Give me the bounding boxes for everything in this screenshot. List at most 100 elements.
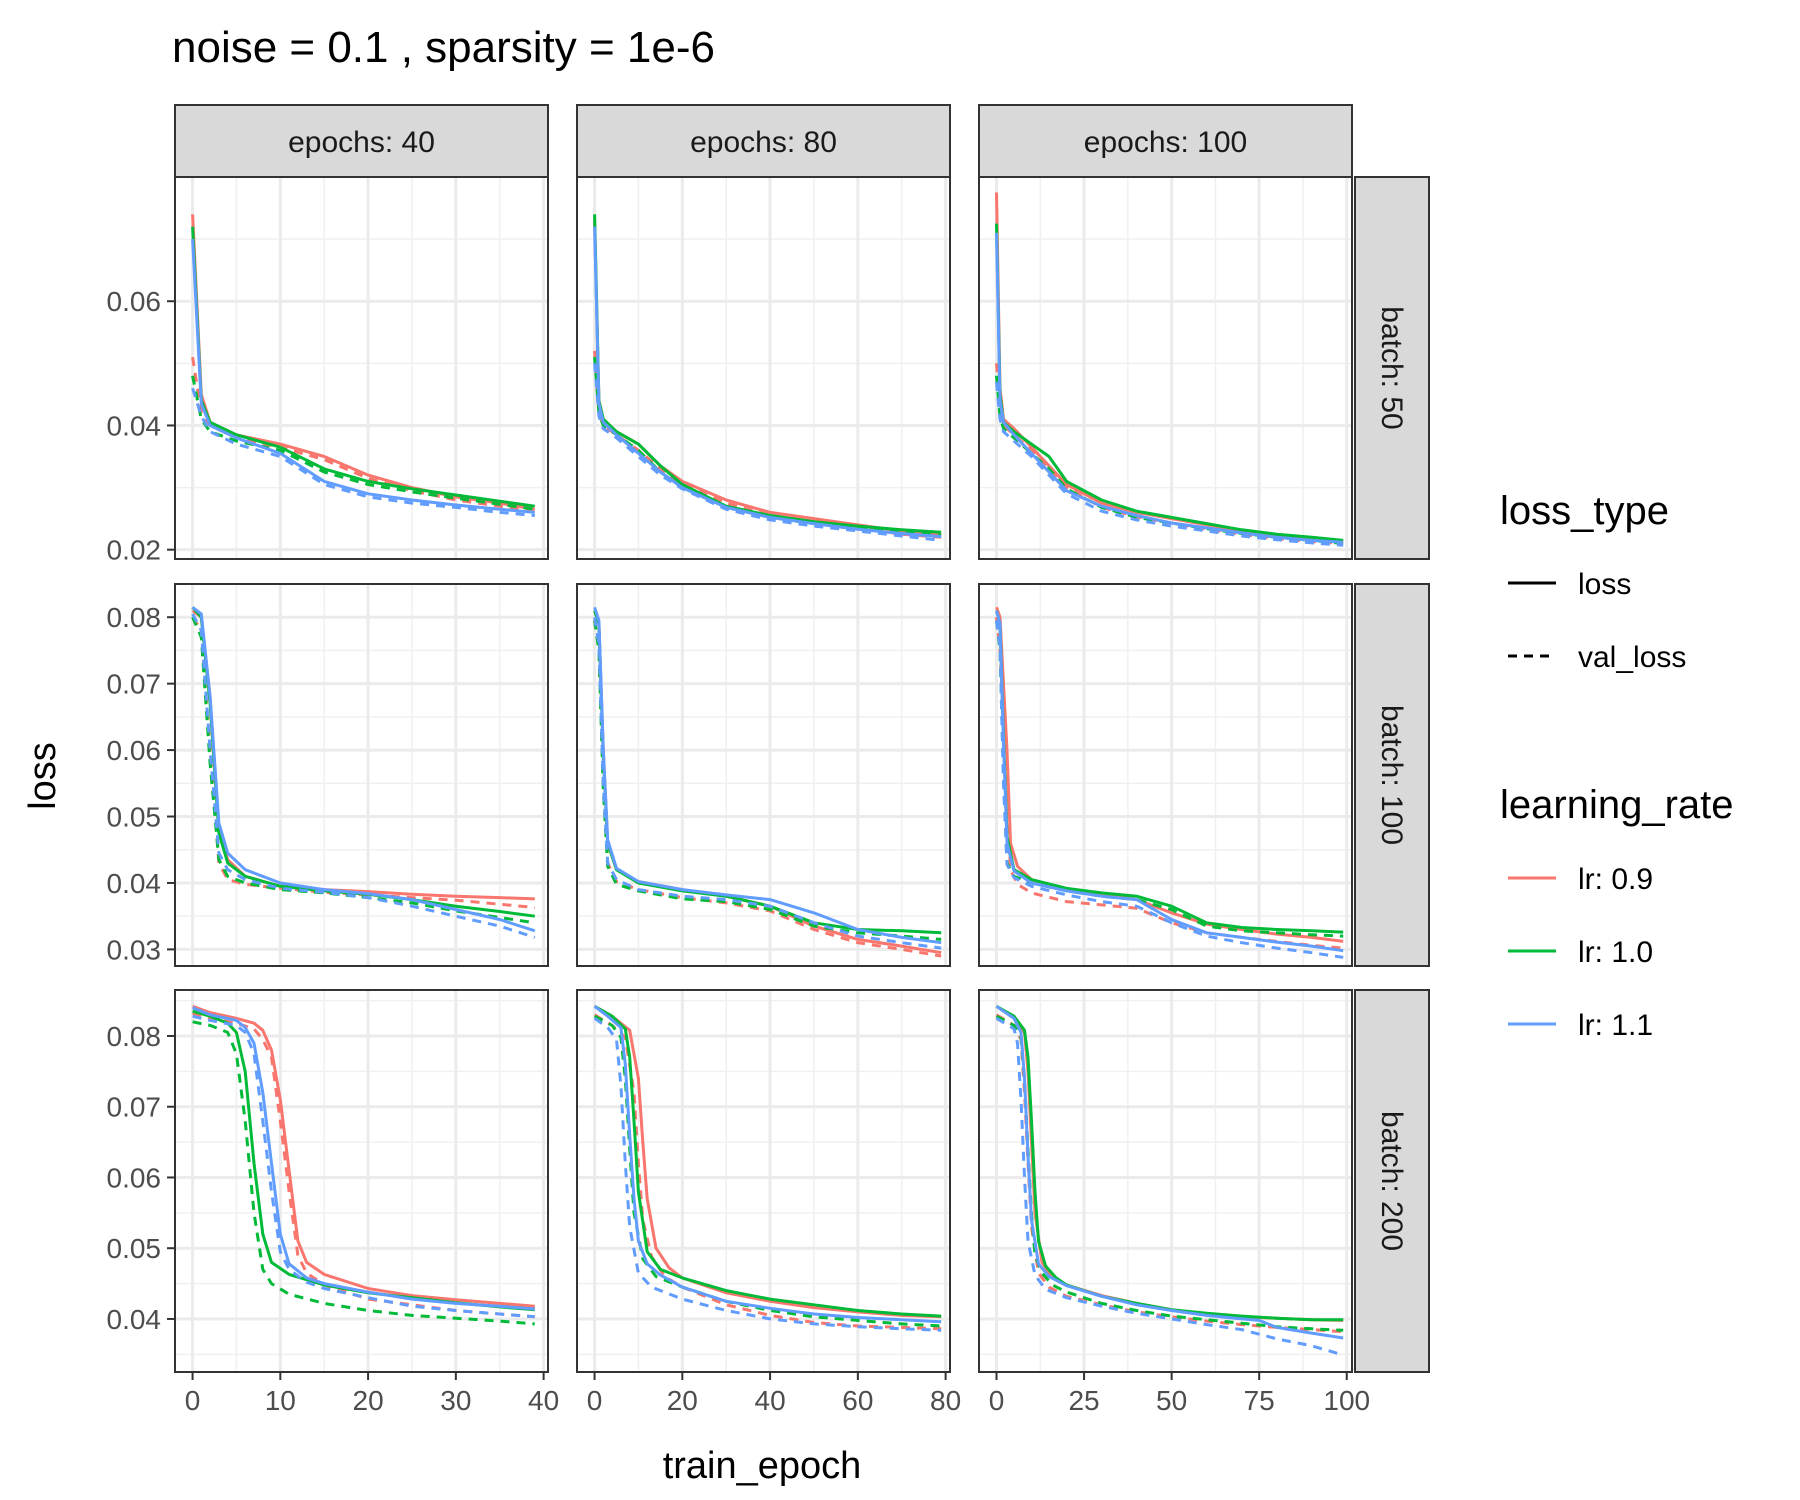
panel-border (174, 989, 549, 1373)
legend-label: loss (1578, 568, 1631, 601)
facet-panel (576, 583, 951, 967)
y-tick-label: 0.08 (107, 1021, 162, 1052)
series-line (192, 1006, 535, 1311)
legend-title: loss_type (1500, 489, 1669, 533)
series-line (593, 620, 942, 941)
y-tick-label: 0.05 (107, 1233, 162, 1264)
panel-background (577, 177, 950, 559)
panel-grid (175, 990, 548, 1372)
legend-label: val_loss (1578, 641, 1686, 674)
panel-border (174, 176, 549, 560)
column-strip-label: epochs: 40 (288, 126, 435, 159)
facet-panel (576, 989, 951, 1373)
row-strip-label: batch: 100 (1375, 705, 1408, 845)
series-line (191, 375, 536, 511)
facet-panel (978, 989, 1353, 1373)
column-strip: epochs: 80 (576, 104, 951, 178)
facet-panel (978, 583, 1353, 967)
series-line (191, 606, 536, 933)
facet-panel (576, 176, 951, 560)
x-tick-label: 50 (1156, 1385, 1187, 1416)
row-strip-box (1354, 176, 1430, 560)
x-tick-label: 0 (587, 1385, 603, 1416)
facet-panel (174, 583, 549, 967)
panel-background (175, 990, 548, 1372)
series-line (593, 616, 942, 950)
facet-panel (174, 989, 549, 1373)
series-line (593, 363, 942, 542)
x-tick-label: 25 (1068, 1385, 1099, 1416)
x-tick-label: 40 (755, 1385, 786, 1416)
x-tick-label: 20 (353, 1385, 384, 1416)
y-tick-label: 0.06 (107, 1162, 162, 1193)
series-line (191, 387, 535, 517)
y-tick-label: 0.04 (107, 868, 162, 899)
x-tick-label: 0 (989, 1385, 1005, 1416)
panel-grid (979, 990, 1352, 1372)
panel-background (979, 584, 1352, 966)
x-axis: 0 10 20 30 40 (185, 1372, 559, 1416)
panel-lines (191, 214, 536, 517)
y-tick-label: 0.06 (107, 735, 162, 766)
column-strip-label: epochs: 100 (1084, 126, 1247, 159)
series-line (593, 1017, 942, 1332)
y-tick-label: 0.03 (107, 934, 162, 965)
series-line (593, 356, 942, 537)
y-axis: 0.04 0.05 0.06 0.07 0.08 (107, 1021, 175, 1335)
legend-label: lr: 1.1 (1578, 1009, 1653, 1042)
column-strip-label: epochs: 80 (690, 126, 837, 159)
y-tick-label: 0.07 (107, 669, 162, 700)
x-tick-label: 10 (265, 1385, 296, 1416)
panel-lines (995, 1004, 1344, 1357)
x-axis: 0 25 50 75 100 (989, 1372, 1370, 1416)
panel-border (576, 583, 951, 967)
panel-border (978, 176, 1353, 560)
series-line (191, 239, 535, 514)
row-strip-box (1354, 583, 1430, 967)
y-tick-label: 0.04 (107, 410, 162, 441)
legend-label: lr: 0.9 (1578, 863, 1653, 896)
column-strip-box (576, 104, 951, 178)
series-line (995, 610, 1344, 953)
x-tick-label: 80 (930, 1385, 961, 1416)
y-tick-label: 0.04 (107, 1304, 162, 1335)
series-line (995, 232, 1344, 544)
y-axis: 0.03 0.04 0.05 0.06 0.07 0.08 (107, 602, 175, 965)
facet-panel (978, 176, 1353, 560)
x-tick-label: 20 (667, 1385, 698, 1416)
x-tick-label: 75 (1244, 1385, 1275, 1416)
column-strip-box (978, 104, 1353, 178)
panel-lines (995, 606, 1344, 959)
series-line (593, 1004, 942, 1318)
series-line (995, 1017, 1344, 1357)
series-line (995, 1005, 1344, 1340)
panel-lines (995, 192, 1344, 547)
y-tick-label: 0.05 (107, 802, 162, 833)
panel-lines (191, 606, 536, 939)
panel-border (978, 989, 1353, 1373)
row-strip-label: batch: 200 (1375, 1111, 1408, 1251)
chart-title: noise = 0.1 , sparsity = 1e-6 (172, 23, 715, 72)
x-tick-label: 40 (528, 1385, 559, 1416)
panel-border (576, 989, 951, 1373)
facet-panels: epochs: 40 epochs: 80 epochs: 100 batch: 50… (107, 104, 1430, 1416)
y-tick-label: 0.07 (107, 1092, 162, 1123)
y-tick-label: 0.08 (107, 602, 162, 633)
panel-border (576, 176, 951, 560)
series-line (995, 381, 1344, 547)
x-tick-label: 0 (185, 1385, 201, 1416)
panel-grid (577, 177, 950, 559)
x-tick-label: 30 (440, 1385, 471, 1416)
x-tick-label: 60 (842, 1385, 873, 1416)
panel-lines (593, 1004, 942, 1332)
series-line (995, 620, 1344, 938)
series-line (192, 1014, 535, 1319)
panel-background (979, 177, 1352, 559)
legend-title: learning_rate (1500, 783, 1734, 827)
facet-panel (174, 176, 549, 560)
row-strip: batch: 50 (1354, 176, 1430, 560)
row-strip-box (1354, 989, 1430, 1373)
y-tick-label: 0.02 (107, 535, 162, 566)
